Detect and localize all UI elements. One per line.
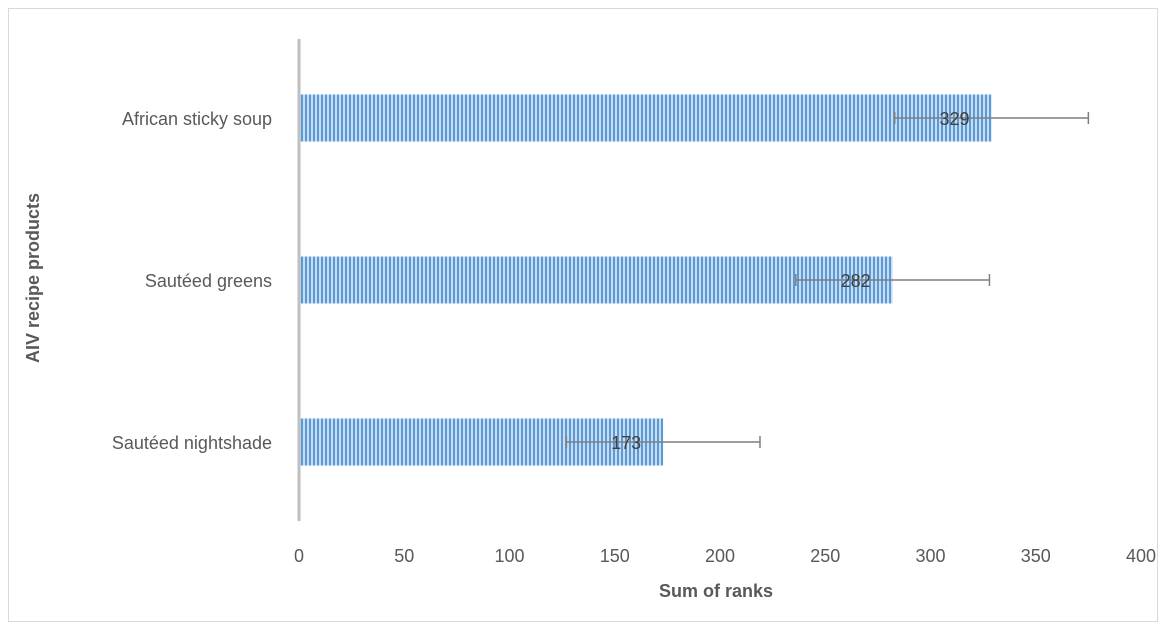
category-label-1: Sautéed greens (145, 271, 272, 291)
error-bar-2 (893, 112, 1090, 124)
x-axis-title: Sum of ranks (659, 581, 773, 601)
data-label-2: 329 (940, 109, 970, 129)
category-label-0: Sautéed nightshade (112, 433, 272, 453)
x-tick-label-4: 200 (705, 546, 735, 566)
bar-2 (299, 94, 992, 142)
y-axis-title: AIV recipe products (23, 193, 43, 363)
x-tick-label-3: 150 (600, 546, 630, 566)
error-bar-0 (565, 436, 761, 448)
bar-chart: 173 Sautéed nightshade 282 Sautéed greens 32… (23, 39, 1156, 601)
x-tick-label-0: 0 (294, 546, 304, 566)
data-label-1: 282 (841, 271, 871, 291)
x-tick-label-5: 250 (810, 546, 840, 566)
bar-1 (299, 256, 893, 304)
category-label-2: African sticky soup (122, 109, 272, 129)
data-label-0: 173 (611, 433, 641, 453)
chart-frame: 173 Sautéed nightshade 282 Sautéed greens 32… (8, 8, 1158, 622)
x-tick-label-2: 100 (494, 546, 524, 566)
x-tick-label-8: 400 (1126, 546, 1156, 566)
error-bar-1 (795, 274, 991, 286)
x-tick-label-6: 300 (915, 546, 945, 566)
x-tick-label-1: 50 (394, 546, 414, 566)
x-tick-label-7: 350 (1021, 546, 1051, 566)
